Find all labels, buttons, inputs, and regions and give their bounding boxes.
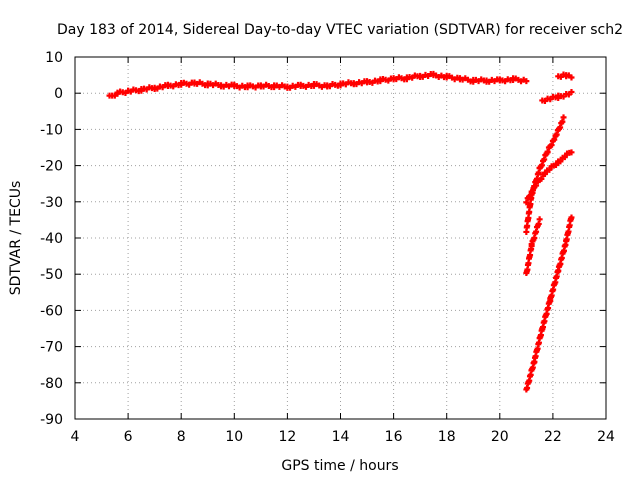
y-tick-label: -80 xyxy=(40,376,63,392)
y-axis-label: SDTVAR / TECUs xyxy=(8,181,24,296)
series-group xyxy=(523,114,567,235)
y-tick-label: -30 xyxy=(40,195,63,211)
data-point xyxy=(538,162,545,169)
x-tick-label: 22 xyxy=(544,429,562,445)
x-axis-label: GPS time / hours xyxy=(281,458,398,474)
series-group xyxy=(539,89,575,105)
y-tick-label: -50 xyxy=(40,267,63,283)
data-point xyxy=(568,89,575,95)
series-group xyxy=(523,214,575,393)
data-point xyxy=(551,136,558,143)
axis-ticks xyxy=(74,56,607,420)
series-group xyxy=(555,71,575,81)
x-tick-label: 4 xyxy=(71,429,80,445)
x-tick-labels: 4 6 8 10 12 14 16 18 20 22 24 xyxy=(71,429,615,445)
y-tick-label: 10 xyxy=(45,50,63,66)
x-tick-label: 24 xyxy=(597,429,615,445)
y-tick-label: -10 xyxy=(40,122,63,138)
x-tick-label: 12 xyxy=(278,429,296,445)
data-point xyxy=(541,171,548,178)
data-point xyxy=(544,148,551,155)
data-point xyxy=(546,166,553,173)
data-point xyxy=(523,78,530,85)
x-tick-label: 18 xyxy=(438,429,456,445)
data-point xyxy=(560,114,567,121)
x-tick-label: 6 xyxy=(124,429,133,445)
data-point xyxy=(561,154,568,161)
data-point xyxy=(568,214,575,221)
data-point xyxy=(523,199,530,206)
data-point xyxy=(559,118,566,125)
series-group xyxy=(106,70,530,99)
data-point xyxy=(568,149,575,156)
data-point xyxy=(548,142,555,149)
y-tick-label: -60 xyxy=(40,303,63,319)
x-tick-label: 8 xyxy=(177,429,186,445)
x-tick-label: 16 xyxy=(385,429,403,445)
y-tick-label: -90 xyxy=(40,412,63,428)
y-tick-label: -20 xyxy=(40,159,63,175)
y-tick-label: -70 xyxy=(40,340,63,356)
x-tick-label: 14 xyxy=(332,429,350,445)
series-group xyxy=(523,216,543,276)
y-tick-labels: -90 -80 -70 -60 -50 -40 -30 -20 -10 0 10 xyxy=(40,50,63,428)
y-tick-label: 0 xyxy=(54,86,63,102)
x-tick-label: 20 xyxy=(491,429,509,445)
data-point xyxy=(553,131,560,138)
y-tick-label: -40 xyxy=(40,231,63,247)
data-point xyxy=(541,156,548,163)
grid-lines xyxy=(75,57,606,419)
chart-title: Day 183 of 2014, Sidereal Day-to-day VTE… xyxy=(57,22,623,38)
data-point xyxy=(557,124,564,131)
data-point xyxy=(568,74,575,81)
data-point xyxy=(536,216,543,223)
data-points xyxy=(106,70,575,393)
x-tick-label: 10 xyxy=(225,429,243,445)
data-point xyxy=(557,158,564,165)
